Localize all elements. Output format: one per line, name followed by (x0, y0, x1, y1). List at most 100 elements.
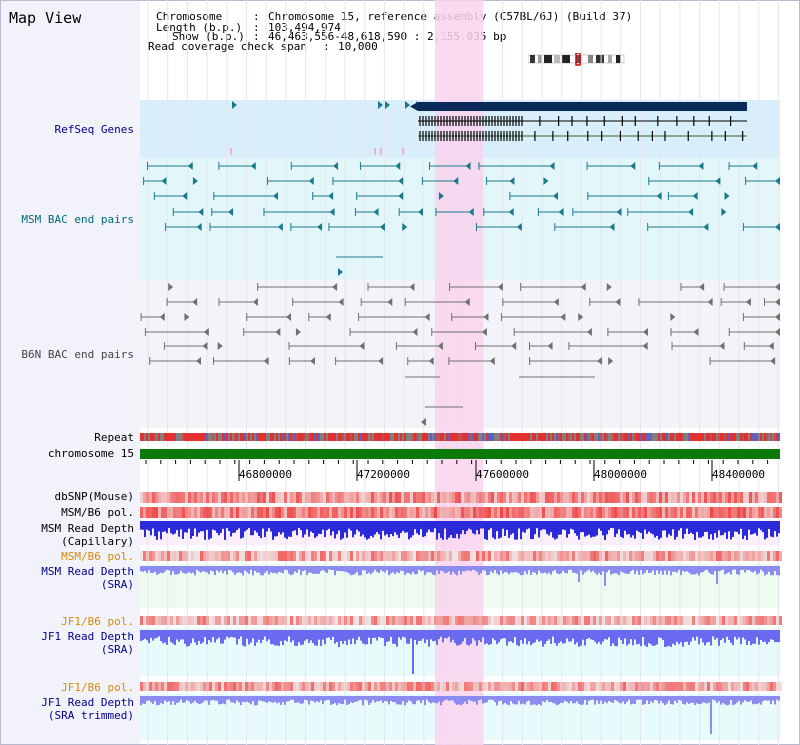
snp-density-cell (446, 507, 449, 518)
read-depth-bar (248, 521, 250, 529)
snp-density-cell (566, 551, 569, 561)
repeat-segment (518, 433, 520, 441)
snp-density-cell (410, 616, 413, 625)
snp-density-cell (629, 492, 632, 503)
snp-density-cell (251, 616, 254, 625)
read-depth-bar (450, 696, 452, 701)
read-depth-bar (322, 521, 324, 530)
snp-density-cell (158, 682, 161, 691)
read-depth-bar (394, 521, 396, 533)
read-depth-bar (492, 696, 494, 700)
read-depth-bar (650, 696, 652, 702)
read-depth-bar (358, 566, 360, 576)
snp-density-cell (755, 616, 758, 625)
read-depth-bar (438, 521, 440, 534)
read-depth-bar (174, 630, 176, 646)
read-depth-bar (572, 696, 574, 704)
snp-density-cell (335, 616, 338, 625)
track-label-msm-read-depth-capillary[interactable]: MSM Read Depth (Capillary) (41, 522, 134, 548)
snp-density-cell (662, 507, 665, 518)
snp-density-cell (278, 682, 281, 691)
read-depth-bar (342, 566, 344, 572)
read-depth-bar (660, 521, 662, 538)
read-depth-bar (528, 630, 530, 642)
read-depth-bar (222, 696, 224, 704)
read-depth-bar (684, 521, 686, 534)
read-depth-bar (394, 566, 396, 575)
snp-density-cell (173, 507, 176, 518)
read-depth-bar (396, 566, 398, 573)
read-depth-bar (672, 630, 674, 644)
read-depth-bar (668, 696, 670, 701)
read-depth-bar (512, 696, 514, 704)
read-depth-bar (598, 696, 600, 704)
read-depth-bar (648, 630, 650, 644)
snp-density-cell (320, 551, 323, 561)
track-label-jf1-read-depth-sra[interactable]: JF1 Read Depth (SRA) (41, 630, 134, 656)
repeat-segment (362, 433, 364, 441)
read-depth-bar (726, 521, 728, 539)
read-depth-bar (642, 696, 644, 705)
snp-density-cell (326, 616, 329, 625)
read-depth-bar (776, 521, 778, 537)
bac-pair-arrow (412, 328, 418, 336)
bac-pair-arrow (198, 208, 204, 216)
snp-density-cell (167, 682, 170, 691)
repeat-segment (642, 433, 644, 441)
snp-density-cell (725, 682, 728, 691)
read-depth-bar (536, 566, 538, 575)
repeat-segment (680, 433, 682, 441)
snp-density-cell (650, 507, 653, 518)
read-depth-bar (710, 566, 712, 575)
read-depth-bar (424, 696, 426, 706)
bac-pair-arrow (558, 208, 564, 216)
read-depth-bar (716, 630, 718, 638)
snp-density-cell (410, 551, 413, 561)
track-label-jf1-b6-pol[interactable]: JF1/B6 pol. (61, 615, 134, 628)
snp-density-cell (434, 616, 437, 625)
snp-density-cell (149, 616, 152, 625)
snp-density-cell (341, 507, 344, 518)
read-depth-bar (718, 521, 720, 531)
track-label-msm-b6-pol[interactable]: MSM/B6 pol. (61, 506, 134, 519)
snp-density-cell (182, 616, 185, 625)
repeat-segment (374, 433, 376, 441)
read-depth-bar (202, 630, 204, 643)
track-label-b6n-bac-end-pairs[interactable]: B6N BAC end pairs (21, 348, 134, 361)
snp-density-cell (548, 507, 551, 518)
track-label-msm-bac-end-pairs[interactable]: MSM BAC end pairs (21, 213, 134, 226)
chromosome-ideogram[interactable] (528, 53, 628, 67)
repeat-segment (536, 433, 538, 441)
snp-density-cell (221, 492, 224, 503)
read-depth-bar (394, 630, 396, 644)
read-depth-bar (146, 696, 148, 701)
snp-density-cell (293, 616, 296, 625)
snp-density-cell (485, 551, 488, 561)
bac-pair-arrow (187, 162, 193, 170)
snp-density-cell (518, 682, 521, 691)
snp-density-cell (545, 551, 548, 561)
track-label-jf1-b6-pol-trimmed[interactable]: JF1/B6 pol. (61, 681, 134, 694)
read-depth-bar (142, 630, 144, 641)
snp-density-cell (551, 507, 554, 518)
bac-end-single (608, 357, 614, 365)
repeat-segment (602, 433, 604, 441)
snp-density-cell (779, 492, 782, 503)
track-label-msm-b6-pol-sra[interactable]: MSM/B6 pol. (61, 550, 134, 563)
track-label-dbsnp[interactable]: dbSNP(Mouse) (54, 490, 134, 503)
track-label-refseq-genes[interactable]: RefSeq Genes (54, 123, 134, 136)
read-depth-bar (202, 566, 204, 572)
read-depth-bar (744, 630, 746, 640)
repeat-segment (168, 433, 170, 441)
snp-density-cell (509, 507, 512, 518)
repeat-segment (256, 433, 258, 441)
read-depth-bar (248, 630, 250, 645)
read-depth-bar (152, 630, 154, 641)
repeat-segment (490, 433, 492, 441)
track-label-jf1-read-depth-sra-trimmed[interactable]: JF1 Read Depth (SRA trimmed) (41, 696, 134, 722)
read-depth-bar (256, 696, 258, 706)
read-depth-bar (696, 696, 698, 704)
axis-tick-label: 48000000 (594, 468, 647, 481)
track-label-msm-read-depth-sra[interactable]: MSM Read Depth (SRA) (41, 565, 134, 591)
read-depth-bar (294, 696, 296, 703)
